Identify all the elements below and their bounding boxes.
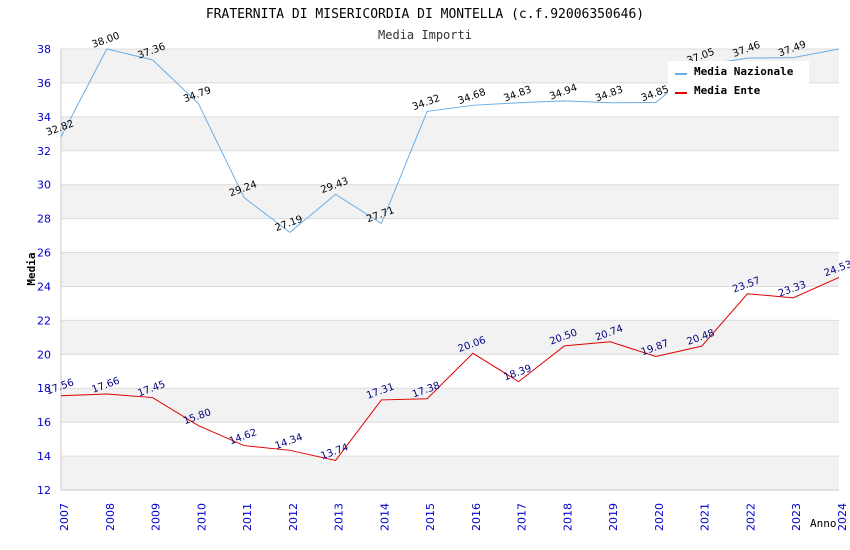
x-tick-label: 2007 <box>58 503 71 531</box>
y-tick-label: 20 <box>37 348 51 361</box>
x-tick-label: 2018 <box>561 503 574 531</box>
x-tick-label: 2020 <box>653 503 666 531</box>
x-tick-label: 2015 <box>424 503 437 531</box>
grid-band <box>61 422 839 457</box>
grid-band <box>61 252 839 287</box>
legend: Media Nazionale Media Ente <box>668 61 809 101</box>
legend-background <box>668 61 809 101</box>
grid-band <box>61 218 839 253</box>
y-tick-label: 24 <box>37 280 51 293</box>
x-tick-label: 2019 <box>607 503 620 531</box>
y-tick-label: 32 <box>37 145 51 158</box>
grid-lines <box>61 48 839 491</box>
series-line-media-ente <box>60 277 840 462</box>
y-axis-label: Media <box>25 252 38 285</box>
grid-band <box>61 354 839 389</box>
grid-bands <box>61 49 839 490</box>
y-tick-label: 34 <box>37 111 51 124</box>
x-tick-label: 2017 <box>516 503 529 531</box>
grid-band <box>61 116 839 151</box>
x-tick-labels: 2007 2008 2009 2010 2011 2012 2013 2014 2015 2016… <box>58 503 849 531</box>
grid-band <box>61 184 839 219</box>
grid-band <box>61 320 839 355</box>
y-tick-label: 38 <box>37 43 51 56</box>
chart-title: FRATERNITA DI MISERICORDIA DI MONTELLA (… <box>206 7 644 22</box>
grid-band <box>61 388 839 423</box>
x-tick-label: 2023 <box>790 503 803 531</box>
y-tick-label: 16 <box>37 416 51 429</box>
x-axis-label: Anno <box>810 517 837 530</box>
y-tick-label: 28 <box>37 213 51 226</box>
y-tick-label: 14 <box>37 450 51 463</box>
x-tick-label: 2022 <box>744 503 757 531</box>
x-tick-label: 2016 <box>470 503 483 531</box>
y-tick-label: 22 <box>37 314 51 327</box>
grid-band <box>61 456 839 490</box>
data-label: 38.00 <box>91 31 122 51</box>
x-tick-label: 2008 <box>104 503 117 531</box>
x-tick-label: 2021 <box>699 503 712 531</box>
x-tick-label: 2012 <box>287 503 300 531</box>
grid-band <box>61 150 839 185</box>
y-tick-label: 12 <box>37 484 51 497</box>
axes <box>60 49 839 491</box>
y-tick-label: 26 <box>37 247 51 260</box>
y-tick-labels: 12 14 16 18 20 22 24 26 28 30 32 34 36 38 <box>37 43 51 497</box>
grid-band <box>61 286 839 321</box>
legend-label-nazionale: Media Nazionale <box>694 65 794 78</box>
x-tick-label: 2024 <box>836 503 849 531</box>
legend-label-ente: Media Ente <box>694 84 761 97</box>
x-tick-label: 2013 <box>333 503 346 531</box>
x-tick-label: 2011 <box>241 503 254 531</box>
chart-subtitle: Media Importi <box>378 28 472 42</box>
y-tick-label: 30 <box>37 179 51 192</box>
x-tick-label: 2009 <box>150 503 163 531</box>
x-tick-label: 2014 <box>378 503 391 531</box>
x-tick-label: 2010 <box>195 503 208 531</box>
y-tick-label: 18 <box>37 382 51 395</box>
y-tick-label: 36 <box>37 77 51 90</box>
